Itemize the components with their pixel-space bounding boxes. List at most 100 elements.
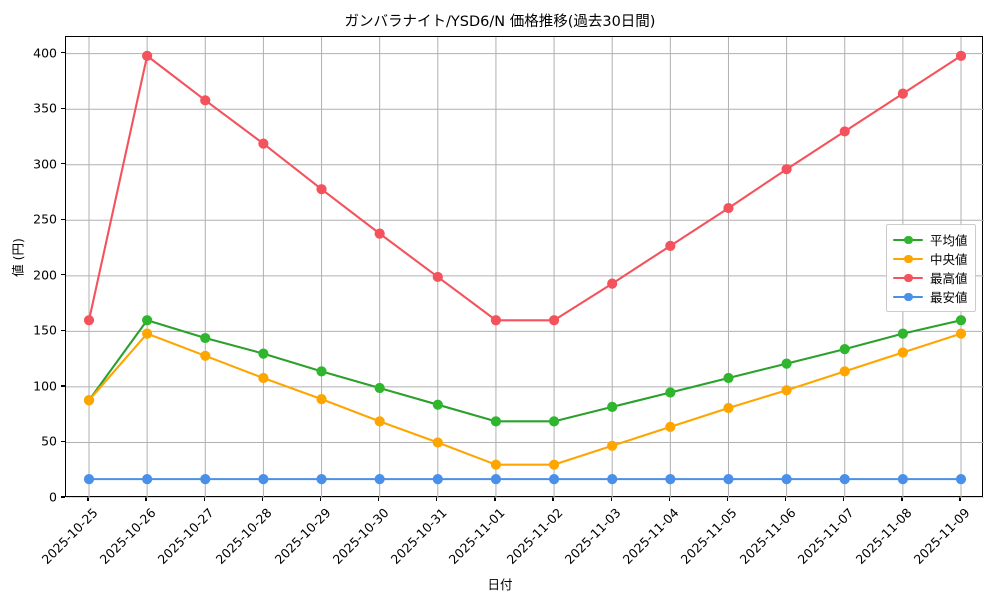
data-point[interactable] bbox=[432, 474, 443, 485]
legend-item-2[interactable]: 中央値 bbox=[893, 249, 968, 268]
data-point[interactable] bbox=[316, 184, 327, 195]
data-point[interactable] bbox=[83, 395, 95, 406]
data-point[interactable] bbox=[665, 240, 676, 251]
data-point[interactable] bbox=[142, 474, 153, 485]
data-point[interactable] bbox=[897, 328, 908, 339]
y-axis-tick-label: 350 bbox=[33, 100, 57, 116]
data-point[interactable] bbox=[548, 459, 560, 470]
data-point[interactable] bbox=[490, 315, 502, 326]
data-point[interactable] bbox=[490, 416, 502, 427]
chart-legend[interactable]: 平均値 中央値 最高値 最安値 bbox=[886, 224, 976, 312]
x-axis-tick-label: 2025-10-27 bbox=[154, 505, 217, 567]
series-line bbox=[87, 319, 963, 423]
data-point[interactable] bbox=[665, 421, 676, 433]
data-point[interactable] bbox=[200, 474, 211, 485]
x-axis-tick-mark bbox=[261, 497, 264, 501]
data-point[interactable] bbox=[258, 348, 269, 359]
data-point[interactable] bbox=[142, 315, 153, 326]
legend-item-3[interactable]: 最高値 bbox=[893, 268, 968, 287]
data-point[interactable] bbox=[955, 474, 967, 485]
data-point[interactable] bbox=[665, 474, 676, 485]
x-axis-tick-label: 2025-11-01 bbox=[445, 505, 508, 567]
y-axis-tick-mark bbox=[61, 385, 65, 387]
series-4 bbox=[83, 474, 967, 485]
data-point[interactable] bbox=[839, 474, 850, 485]
data-point[interactable] bbox=[200, 332, 211, 344]
data-point[interactable] bbox=[839, 366, 850, 377]
data-point[interactable] bbox=[955, 315, 967, 326]
data-point[interactable] bbox=[897, 88, 908, 99]
data-point[interactable] bbox=[607, 474, 618, 485]
x-axis-tick-mark bbox=[145, 497, 147, 501]
data-point[interactable] bbox=[258, 138, 269, 149]
legend-item-1[interactable]: 平均値 bbox=[893, 230, 968, 249]
data-point[interactable] bbox=[897, 347, 908, 358]
data-point[interactable] bbox=[142, 328, 153, 339]
data-point[interactable] bbox=[955, 328, 967, 339]
x-axis-tick-label: 2025-11-09 bbox=[910, 505, 973, 567]
x-axis-tick-label: 2025-11-02 bbox=[503, 505, 566, 567]
data-point[interactable] bbox=[723, 402, 734, 414]
data-point[interactable] bbox=[897, 474, 908, 485]
data-point[interactable] bbox=[781, 164, 792, 175]
data-point[interactable] bbox=[723, 202, 734, 214]
y-axis-tick-mark bbox=[61, 52, 65, 54]
x-axis-tick-mark bbox=[784, 497, 787, 501]
data-point[interactable] bbox=[665, 387, 676, 398]
data-point[interactable] bbox=[548, 315, 560, 326]
data-point[interactable] bbox=[839, 344, 850, 355]
data-point[interactable] bbox=[955, 50, 967, 61]
data-point[interactable] bbox=[258, 372, 269, 384]
x-axis-tick-label: 2025-11-03 bbox=[561, 505, 624, 567]
data-point[interactable] bbox=[374, 228, 385, 239]
y-axis-tick-mark bbox=[61, 496, 65, 498]
y-axis-tick-mark bbox=[61, 218, 65, 220]
x-axis-tick-label: 2025-11-08 bbox=[852, 505, 915, 567]
x-axis-tick-mark bbox=[494, 497, 496, 501]
y-axis-tick-label: 150 bbox=[33, 322, 57, 338]
data-point[interactable] bbox=[839, 126, 850, 137]
data-point[interactable] bbox=[374, 382, 385, 394]
data-point[interactable] bbox=[432, 399, 443, 410]
data-point[interactable] bbox=[432, 437, 443, 448]
y-axis-tick-mark bbox=[61, 329, 65, 332]
data-point[interactable] bbox=[490, 474, 502, 485]
data-point[interactable] bbox=[723, 372, 734, 384]
x-axis-tick-label: 2025-11-05 bbox=[678, 505, 741, 567]
data-point[interactable] bbox=[781, 474, 792, 485]
data-point[interactable] bbox=[258, 474, 269, 485]
data-point[interactable] bbox=[316, 474, 327, 485]
data-point[interactable] bbox=[374, 474, 385, 485]
data-point[interactable] bbox=[142, 50, 153, 61]
data-point[interactable] bbox=[83, 315, 95, 326]
data-point[interactable] bbox=[490, 459, 502, 470]
data-point[interactable] bbox=[548, 416, 560, 427]
data-point[interactable] bbox=[374, 416, 385, 427]
data-point[interactable] bbox=[316, 366, 327, 377]
x-axis-tick-label: 2025-10-30 bbox=[329, 505, 392, 567]
data-point[interactable] bbox=[200, 95, 211, 106]
series-line bbox=[87, 54, 963, 322]
data-point[interactable] bbox=[607, 278, 618, 289]
data-point[interactable] bbox=[200, 350, 211, 361]
series-line bbox=[87, 332, 963, 466]
data-point[interactable] bbox=[607, 440, 618, 451]
y-axis-tick-mark bbox=[61, 163, 65, 165]
x-axis-tick-mark bbox=[726, 497, 729, 501]
data-point[interactable] bbox=[781, 358, 792, 369]
data-point[interactable] bbox=[432, 271, 443, 283]
data-point[interactable] bbox=[316, 394, 327, 405]
chart-title: ガンバラナイト/YSD6/N 価格推移(過去30日間) bbox=[344, 14, 656, 30]
series-2 bbox=[83, 328, 967, 470]
x-axis-tick-mark bbox=[610, 497, 612, 501]
legend-item-4[interactable]: 最安値 bbox=[893, 287, 968, 306]
data-series-group bbox=[83, 50, 967, 485]
data-point[interactable] bbox=[83, 474, 95, 485]
y-axis-tick-mark bbox=[61, 440, 65, 443]
data-point[interactable] bbox=[781, 385, 792, 396]
y-axis-tick-label: 300 bbox=[33, 156, 57, 172]
data-point[interactable] bbox=[723, 474, 734, 485]
data-point[interactable] bbox=[548, 474, 560, 485]
data-point[interactable] bbox=[607, 401, 618, 413]
